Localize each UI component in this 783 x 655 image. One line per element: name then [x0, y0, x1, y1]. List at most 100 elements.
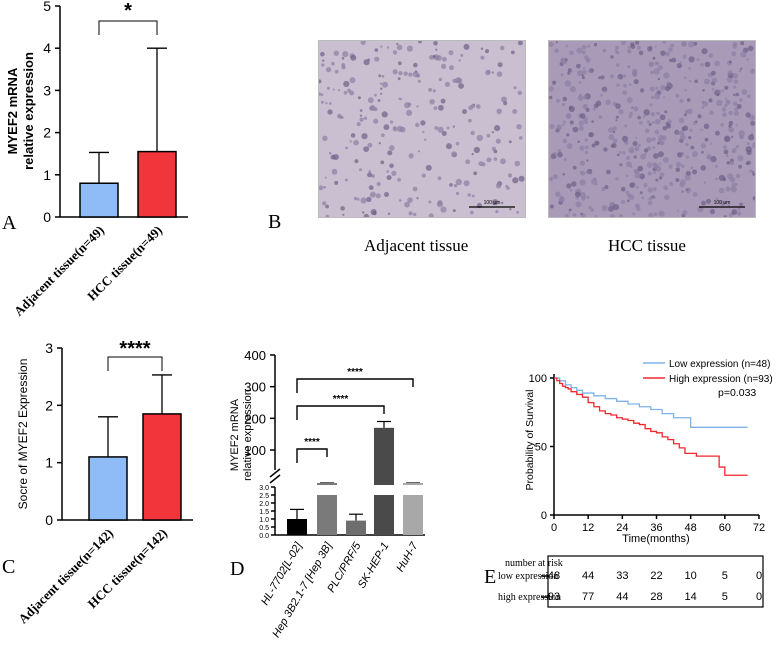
tissue-nucleus	[468, 118, 472, 123]
tissue-nucleus	[561, 102, 566, 107]
tissue-nucleus	[608, 127, 614, 133]
tissue-nucleus	[711, 77, 718, 84]
tissue-nucleus	[752, 196, 755, 201]
tissue-nucleus	[703, 78, 710, 85]
tissue-nucleus	[324, 176, 327, 179]
tissue-nucleus	[463, 180, 470, 187]
bar	[287, 519, 307, 535]
x-tick-label: Adjacent tissue(n=142)	[15, 526, 116, 627]
tissue-nucleus	[446, 143, 452, 150]
tissue-nucleus	[337, 89, 341, 92]
tissue-nucleus	[455, 77, 462, 84]
tissue-nucleus	[413, 212, 417, 217]
tissue-nucleus	[413, 62, 418, 68]
p-value: p=0.033	[718, 387, 756, 399]
tissue-nucleus	[557, 151, 563, 158]
tissue-nucleus	[580, 171, 583, 174]
tissue-nucleus	[591, 143, 596, 148]
tissue-nucleus	[659, 162, 662, 165]
tissue-nucleus	[731, 51, 737, 57]
tissue-nucleus	[373, 118, 379, 124]
y-axis-label-line: relative expression	[242, 389, 254, 481]
tissue-nucleus	[485, 49, 489, 54]
tissue-nucleus	[396, 125, 404, 132]
tissue-nucleus	[725, 154, 729, 157]
tissue-nucleus	[432, 89, 436, 93]
tissue-nucleus	[350, 54, 357, 61]
tissue-nucleus	[553, 151, 557, 155]
tissue-nucleus	[363, 116, 368, 120]
tissue-nucleus	[359, 168, 362, 172]
tissue-nucleus	[360, 197, 367, 204]
tissue-nucleus	[703, 181, 706, 184]
x-tick-label: Adjacent tissue(n=49)	[11, 223, 107, 319]
tissue-nucleus	[585, 170, 590, 174]
tissue-nucleus	[667, 84, 671, 87]
bar-break-gap	[402, 485, 424, 495]
y-tick-label: 2.0	[259, 501, 269, 508]
y-tick-label: 200	[244, 411, 266, 426]
tissue-nucleus	[621, 186, 626, 192]
risk-table-cell: 44	[616, 591, 628, 603]
tissue-nucleus	[586, 59, 590, 63]
y-tick-label: 1	[43, 167, 51, 183]
tissue-nucleus	[644, 128, 650, 133]
tissue-nucleus	[549, 204, 554, 209]
tissue-nucleus	[684, 174, 691, 181]
tissue-nucleus	[363, 146, 370, 152]
panel-letter: E	[484, 566, 496, 588]
y-axis-label-line: relative expression	[21, 52, 36, 170]
tissue-nucleus	[654, 196, 657, 199]
tissue-nucleus	[579, 192, 586, 198]
tissue-nucleus	[384, 192, 389, 197]
risk-table-row-label: high expression	[498, 592, 561, 603]
tissue-nucleus	[612, 130, 616, 134]
tissue-nucleus	[323, 186, 326, 189]
tissue-nucleus	[337, 113, 342, 119]
tissue-nucleus	[353, 196, 358, 201]
tissue-nucleus	[493, 157, 498, 161]
tissue-nucleus	[406, 109, 413, 116]
tissue-nucleus	[424, 138, 427, 141]
tissue-nucleus	[416, 105, 419, 108]
tissue-nucleus	[438, 77, 443, 82]
tissue-nucleus	[582, 70, 587, 75]
tissue-nucleus	[740, 51, 747, 58]
y-tick-label: 100	[244, 443, 266, 458]
tissue-nucleus	[359, 117, 364, 122]
tissue-nucleus	[345, 146, 348, 150]
tissue-nucleus	[648, 123, 652, 126]
tissue-nucleus	[577, 70, 583, 77]
tissue-nucleus	[576, 63, 581, 69]
tissue-nucleus	[429, 99, 435, 105]
tissue-nucleus	[667, 119, 672, 124]
tissue-nucleus	[656, 111, 660, 115]
tissue-nucleus	[617, 153, 620, 157]
y-tick-label: 1.5	[259, 509, 269, 516]
tissue-nucleus	[549, 123, 555, 130]
tissue-nucleus	[432, 54, 436, 58]
tissue-nucleus	[689, 128, 693, 132]
tissue-nucleus	[549, 95, 553, 100]
tissue-nucleus	[606, 169, 611, 175]
tissue-nucleus	[615, 45, 619, 50]
tissue-nucleus	[647, 200, 653, 206]
tissue-nucleus	[708, 53, 714, 58]
tissue-nucleus	[555, 98, 561, 103]
tissue-nucleus	[631, 68, 638, 75]
bar-break-gap	[316, 485, 338, 495]
tissue-nucleus	[679, 98, 684, 104]
y-tick-label: 0.5	[259, 525, 269, 532]
tissue-nucleus	[579, 160, 586, 166]
tissue-nucleus	[440, 206, 447, 213]
tissue-nucleus	[615, 63, 620, 67]
tissue-nucleus	[389, 120, 394, 124]
tissue-nucleus	[650, 111, 656, 117]
tissue-nucleus	[374, 48, 379, 52]
tissue-nucleus	[408, 72, 413, 77]
tissue-nucleus	[516, 210, 519, 214]
tissue-nucleus	[463, 43, 470, 50]
tissue-nucleus	[731, 209, 738, 215]
y-tick-label: 0.0	[259, 533, 269, 540]
tissue-nucleus	[433, 106, 438, 110]
